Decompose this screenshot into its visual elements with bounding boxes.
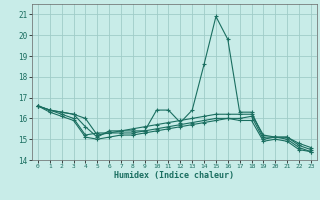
X-axis label: Humidex (Indice chaleur): Humidex (Indice chaleur) (115, 171, 234, 180)
